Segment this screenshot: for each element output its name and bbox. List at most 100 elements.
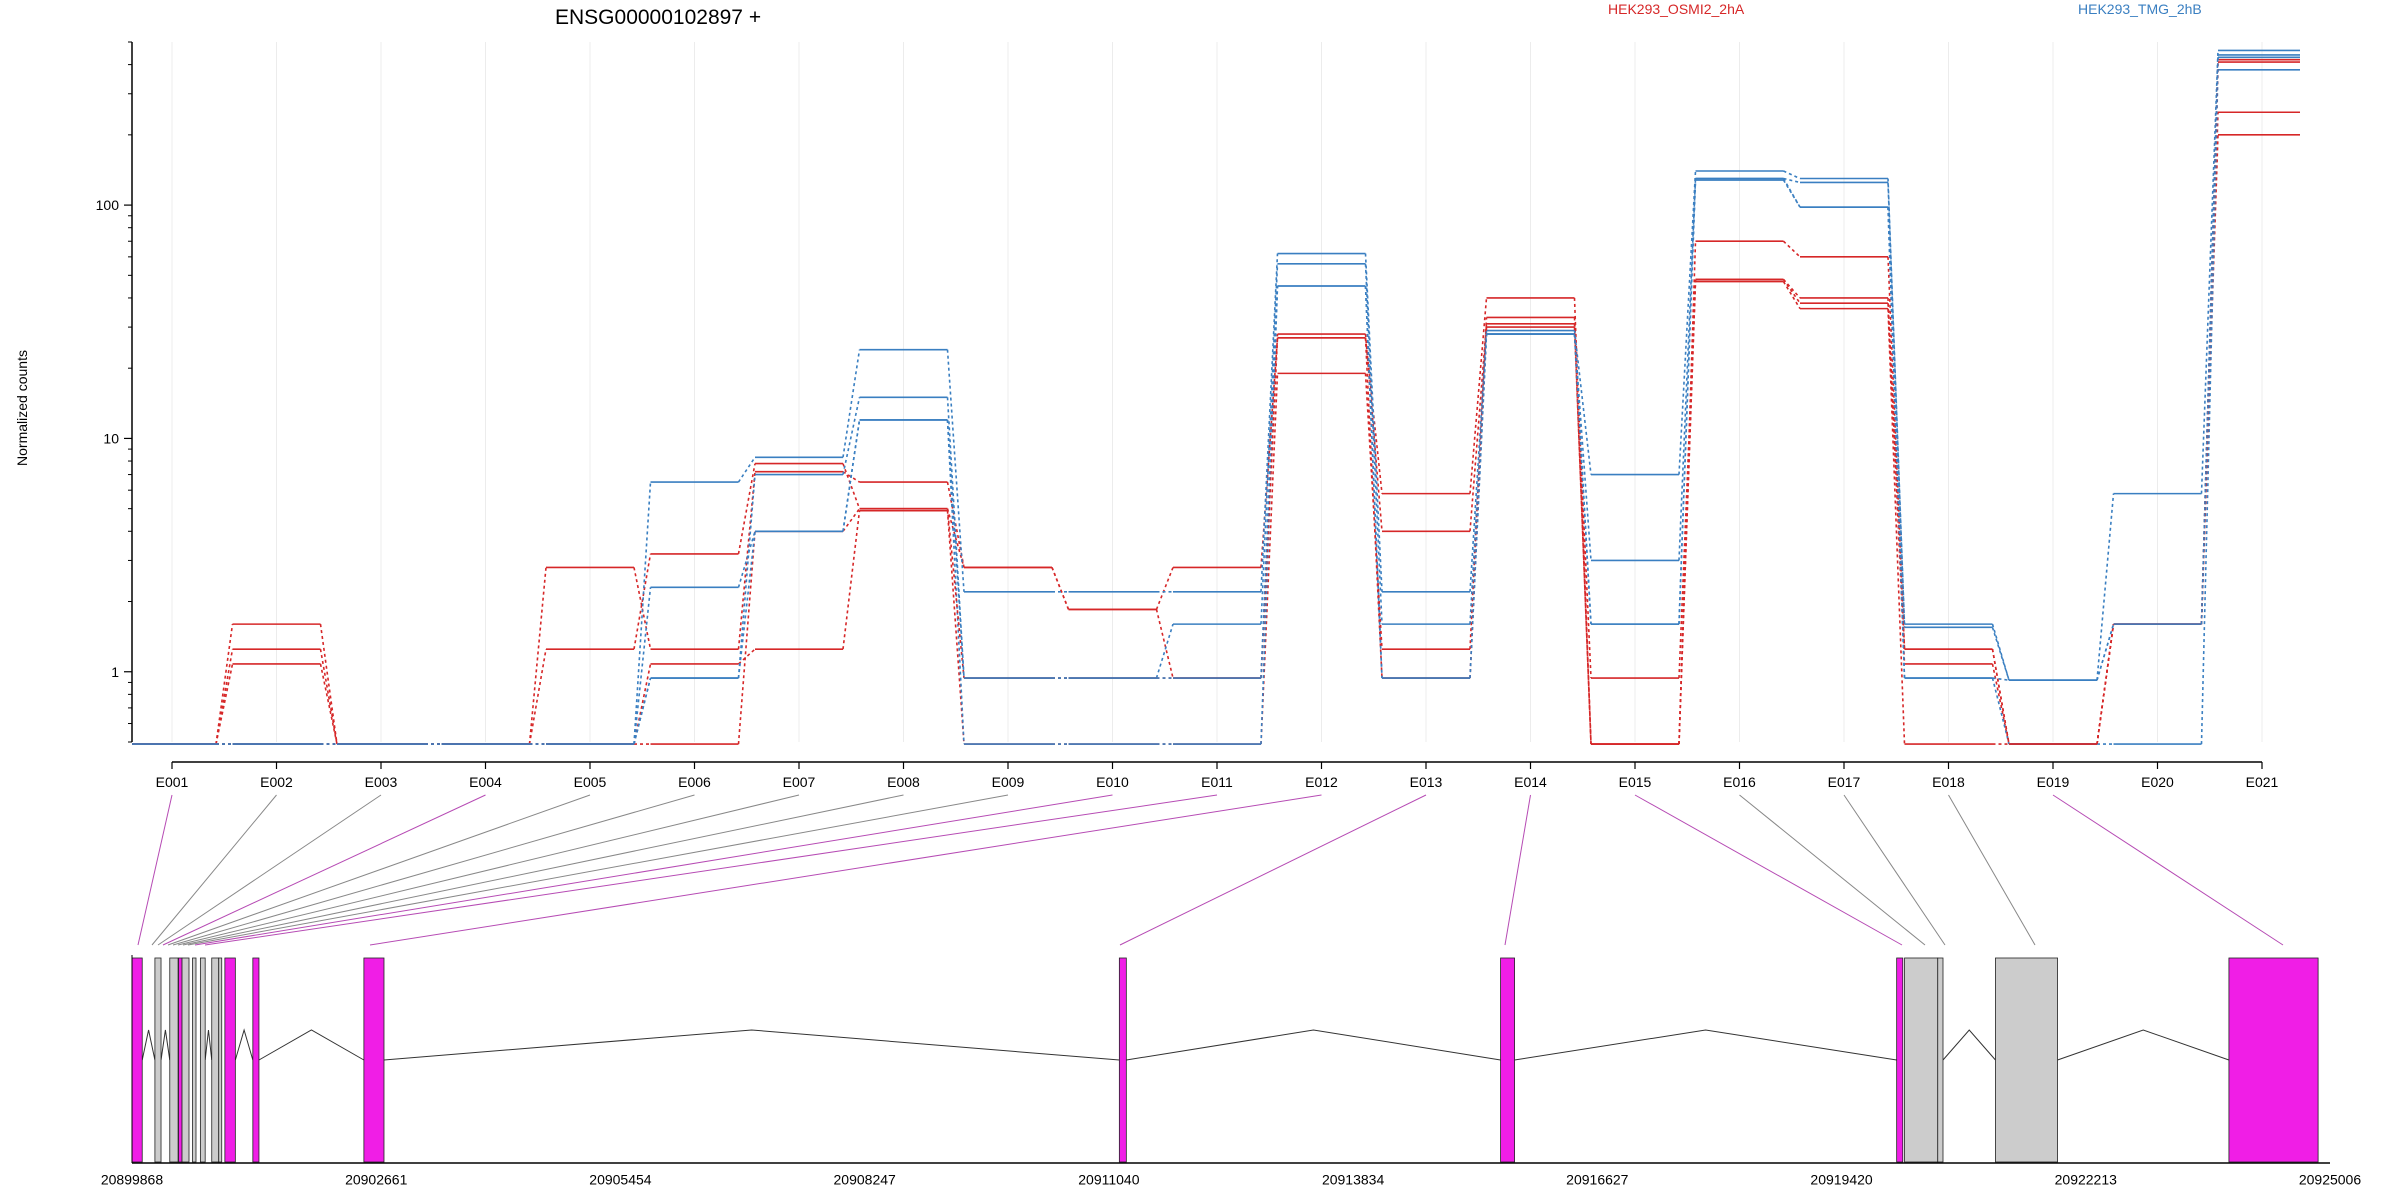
connector-E018 — [1948, 794, 2036, 946]
connector-E010 — [1155, 567, 1174, 610]
connector-E013 — [1469, 297, 1488, 494]
connector-E013 — [1119, 794, 1427, 946]
connector-E017 — [1887, 182, 1906, 628]
intron-10 — [234, 1028, 254, 1061]
connector-E008 — [946, 419, 965, 679]
connector-E002 — [151, 794, 277, 946]
series-3 — [132, 134, 2300, 745]
x-tick-label-E014: E014 — [1514, 774, 1547, 790]
x-tick-label-E013: E013 — [1410, 774, 1443, 790]
x-tick-label-E012: E012 — [1305, 774, 1338, 790]
legend-entry-tmg: HEK293_TMG_2hB — [2078, 1, 2202, 17]
intron-14 — [1514, 1029, 1897, 1061]
connector-E016 — [1782, 281, 1801, 310]
connector-E005 — [633, 482, 652, 745]
intron-13 — [1126, 1029, 1501, 1061]
y-tick-label-1: 1 — [111, 664, 119, 680]
x-tick-label-E005: E005 — [574, 774, 607, 790]
series-layer — [132, 49, 2300, 745]
exon-block-E018 — [1995, 957, 2058, 1163]
connector-E011 — [1260, 263, 1279, 625]
gene-model: 20899868 20902661 20905454 20908247 20911040… — [101, 955, 2361, 1187]
connector-E005 — [167, 794, 591, 946]
y-tick-label-100: 100 — [96, 197, 120, 213]
connector-E008 — [182, 794, 904, 946]
connector-E020 — [2200, 69, 2219, 745]
connector-E009 — [187, 794, 1009, 946]
connector-E014 — [1504, 794, 1531, 946]
chart-title: ENSG00000102897 + — [555, 6, 761, 29]
exon-block-E019 — [2228, 957, 2319, 1163]
connector-E005 — [633, 587, 652, 745]
connector-E007 — [842, 510, 861, 650]
intron-1 — [141, 1029, 156, 1061]
connector-E013 — [1469, 317, 1488, 650]
exon-block-E016 — [1904, 957, 1939, 1163]
x-tick-label-E002: E002 — [260, 774, 293, 790]
x-tick-label-E016: E016 — [1723, 774, 1756, 790]
coordinate-label: 20902661 — [345, 1171, 408, 1187]
coordinate-label: 20911040 — [1078, 1171, 1139, 1187]
connector-E001 — [215, 663, 234, 745]
x-tick-label-E003: E003 — [365, 774, 398, 790]
coordinate-label: 20922213 — [2055, 1171, 2118, 1187]
x-tick-label-E004: E004 — [469, 774, 502, 790]
x-tick-label-E008: E008 — [887, 774, 920, 790]
connector-E007 — [177, 794, 800, 946]
connector-E004 — [528, 649, 547, 745]
connector-E012 — [1364, 337, 1383, 679]
connector-E008 — [946, 510, 965, 745]
connector-E006 — [737, 531, 756, 679]
connector-E010 — [1155, 609, 1174, 679]
exon-block-E001 — [131, 957, 143, 1163]
connector-E004 — [162, 794, 486, 946]
x-tick-label-E010: E010 — [1096, 774, 1129, 790]
intron-2 — [160, 1029, 171, 1061]
connector-E020 — [2200, 54, 2219, 625]
exon-block-E007 — [199, 957, 206, 1163]
connector-E011 — [1260, 334, 1279, 679]
connector-E002 — [319, 663, 338, 745]
connector-E011 — [1260, 337, 1279, 679]
y-tick-label-10: 10 — [103, 430, 119, 446]
connector-E004 — [528, 567, 547, 745]
connector-E015 — [1678, 170, 1697, 475]
connector-E020 — [2200, 50, 2219, 494]
connector-E018 — [1992, 677, 2010, 682]
connector-E005 — [633, 553, 652, 650]
connector-E013 — [1469, 323, 1488, 532]
exon-block-E005 — [181, 957, 190, 1163]
series-4 — [132, 49, 2300, 745]
connector-E008 — [946, 508, 965, 679]
y-axis-title: Normalized counts — [14, 350, 30, 466]
series-2 — [132, 58, 2300, 745]
series-8 — [132, 54, 2300, 745]
connector-E016 — [1782, 279, 1801, 304]
connector-E019 — [2096, 624, 2115, 745]
intron-12 — [383, 1029, 1120, 1061]
connector-E012 — [369, 794, 1322, 946]
exon-connectors — [137, 794, 2284, 946]
intron-11 — [258, 1029, 365, 1061]
connector-E011 — [204, 794, 1218, 946]
connector-E015 — [1678, 178, 1697, 561]
connector-E019 — [2096, 493, 2115, 681]
connector-E013 — [1469, 330, 1488, 592]
exon-block-E013 — [1118, 957, 1127, 1163]
connector-E016 — [1782, 240, 1801, 258]
exon-block-E010 — [224, 957, 236, 1163]
x-tick-label-E019: E019 — [2037, 774, 2070, 790]
exon-block-E017 — [1937, 957, 1944, 1163]
connector-E018 — [1991, 677, 2010, 745]
exon-block-E008 — [211, 957, 220, 1163]
connector-E014 — [1573, 334, 1592, 625]
connector-E018 — [1991, 649, 2010, 745]
connector-E020 — [2200, 112, 2219, 625]
connector-E012 — [1364, 285, 1383, 679]
intron-7 — [204, 1029, 213, 1061]
coordinate-label: 20908247 — [834, 1171, 897, 1187]
connector-E001 — [215, 624, 234, 745]
connector-E016 — [1739, 794, 1926, 946]
exon-block-E006 — [192, 957, 197, 1163]
